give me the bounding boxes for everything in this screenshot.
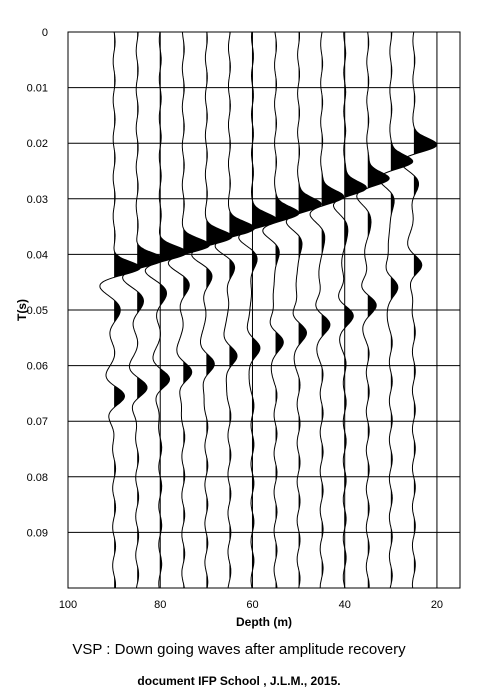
y-tick-label: 0.02 <box>27 138 48 150</box>
trace-fill-depth-90 <box>114 33 141 588</box>
trace-depth-40 <box>333 32 367 589</box>
trace-depth-90 <box>99 31 141 589</box>
y-tick-label: 0.09 <box>27 527 48 539</box>
trace-depth-50 <box>285 31 322 589</box>
y-tick-label: 0.01 <box>27 83 48 95</box>
y-tick-labels: 0 0.01 0.02 0.03 0.04 0.05 0.06 0.07 0.08 0.09 <box>27 27 48 539</box>
trace-depth-55 <box>262 31 300 588</box>
trace-depth-80 <box>144 31 188 589</box>
x-tick-label: 20 <box>431 599 443 611</box>
trace-fill-depth-55 <box>275 37 299 588</box>
trace-depth-35 <box>356 31 390 589</box>
trace-depth-60 <box>238 31 278 589</box>
trace-depth-25 <box>400 31 438 589</box>
y-tick-label: 0.06 <box>27 361 48 373</box>
y-tick-label: 0 <box>42 27 48 39</box>
trace-fill-depth-45 <box>321 32 344 579</box>
x-tick-label: 100 <box>59 599 77 611</box>
trace-depth-75 <box>167 31 210 589</box>
x-tick-label: 80 <box>154 599 166 611</box>
x-tick-labels: 100 80 60 40 20 <box>59 599 443 611</box>
trace-fill-depth-40 <box>344 43 367 588</box>
trace-depth-70 <box>191 31 233 589</box>
vsp-chart: 0 0.01 0.02 0.03 0.04 0.05 0.06 0.07 0.08 0.09 10… <box>15 27 461 629</box>
trace-fill-depth-80 <box>160 49 187 575</box>
trace-fill-depth-30 <box>390 32 413 586</box>
y-tick-label: 0.04 <box>27 249 48 261</box>
trace-depth-45 <box>309 31 345 588</box>
y-tick-label: 0.08 <box>27 472 48 484</box>
plot-frame <box>67 31 461 589</box>
figure-credit: document IFP School , J.L.M., 2015. <box>137 674 341 688</box>
figure-caption: VSP : Down going waves after amplitude r… <box>72 641 406 658</box>
trace-depth-65 <box>214 31 255 589</box>
wiggle-traces <box>99 31 438 589</box>
y-axis-label: T(s) <box>15 299 29 321</box>
x-tick-label: 60 <box>246 599 258 611</box>
x-tick-label: 40 <box>339 599 351 611</box>
trace-depth-30 <box>378 32 414 589</box>
x-axis-label: Depth (m) <box>236 615 292 629</box>
grid <box>67 31 460 588</box>
trace-fill-depth-25 <box>413 50 437 576</box>
y-tick-label: 0.03 <box>27 194 48 206</box>
trace-depth-85 <box>122 32 165 589</box>
trace-fill-depth-35 <box>367 33 390 588</box>
y-tick-label: 0.07 <box>27 416 48 428</box>
y-tick-label: 0.05 <box>27 305 48 317</box>
